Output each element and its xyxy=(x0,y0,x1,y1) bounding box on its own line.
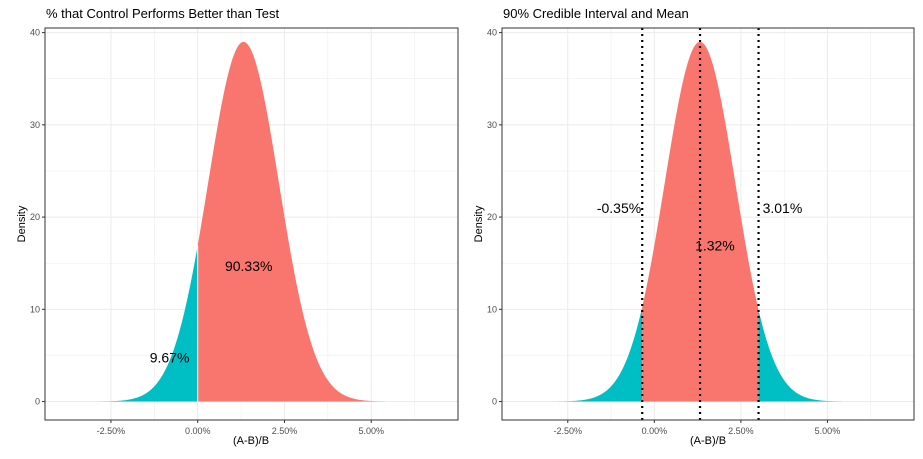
y-axis-ticks: 0 10 20 30 40 xyxy=(487,28,502,407)
data-annotation: -0.35% xyxy=(597,200,641,216)
x-tick-label: 0.00% xyxy=(185,426,211,436)
y-tick-label: 0 xyxy=(35,397,40,407)
test-better-area xyxy=(197,41,439,402)
chart-title: % that Control Performs Better than Test xyxy=(46,6,280,21)
data-annotation: 1.32% xyxy=(695,238,735,254)
x-tick-label: -2.50% xyxy=(554,426,583,436)
chart-panel-right: 90% Credible Interval and Mean -2.50% 0.0… xyxy=(473,6,915,447)
upper-tail-area xyxy=(758,309,895,402)
x-axis-ticks: -2.50% 0.00% 2.50% 5.00% xyxy=(554,420,841,436)
lower-tail-area xyxy=(505,306,643,402)
x-tick-label: 2.50% xyxy=(728,426,754,436)
y-tick-label: 40 xyxy=(487,28,497,38)
x-tick-label: 5.00% xyxy=(358,426,384,436)
density-areas xyxy=(48,41,439,402)
y-tick-label: 10 xyxy=(30,304,40,314)
y-tick-label: 40 xyxy=(30,28,40,38)
data-annotation: 9.67% xyxy=(150,349,190,365)
data-annotation: 3.01% xyxy=(763,200,803,216)
control-better-area xyxy=(48,245,198,402)
data-annotation: 90.33% xyxy=(225,258,272,274)
x-axis-label: (A-B)/B xyxy=(690,435,726,447)
chart-title: 90% Credible Interval and Mean xyxy=(503,6,689,21)
y-tick-label: 30 xyxy=(30,120,40,130)
x-tick-label: 2.50% xyxy=(272,426,298,436)
y-tick-label: 20 xyxy=(487,212,497,222)
annotations: 90.33% 9.67% xyxy=(150,258,273,365)
panel-border xyxy=(501,27,915,421)
x-axis-label: (A-B)/B xyxy=(233,435,269,447)
y-axis-label: Density xyxy=(473,205,485,242)
chart-panel-left: % that Control Performs Better than Test… xyxy=(16,6,459,447)
y-tick-label: 0 xyxy=(492,397,497,407)
x-tick-label: 0.00% xyxy=(642,426,668,436)
x-tick-label: -2.50% xyxy=(97,426,126,436)
y-axis-ticks: 0 10 20 30 40 xyxy=(30,28,45,407)
y-axis-label: Density xyxy=(16,205,28,242)
x-axis-ticks: -2.50% 0.00% 2.50% 5.00% xyxy=(97,420,384,436)
x-tick-label: 5.00% xyxy=(815,426,841,436)
y-tick-label: 30 xyxy=(487,120,497,130)
y-tick-label: 20 xyxy=(30,212,40,222)
panel-border xyxy=(44,27,459,421)
annotations: -0.35% 1.32% 3.01% xyxy=(597,200,802,254)
y-tick-label: 10 xyxy=(487,304,497,314)
